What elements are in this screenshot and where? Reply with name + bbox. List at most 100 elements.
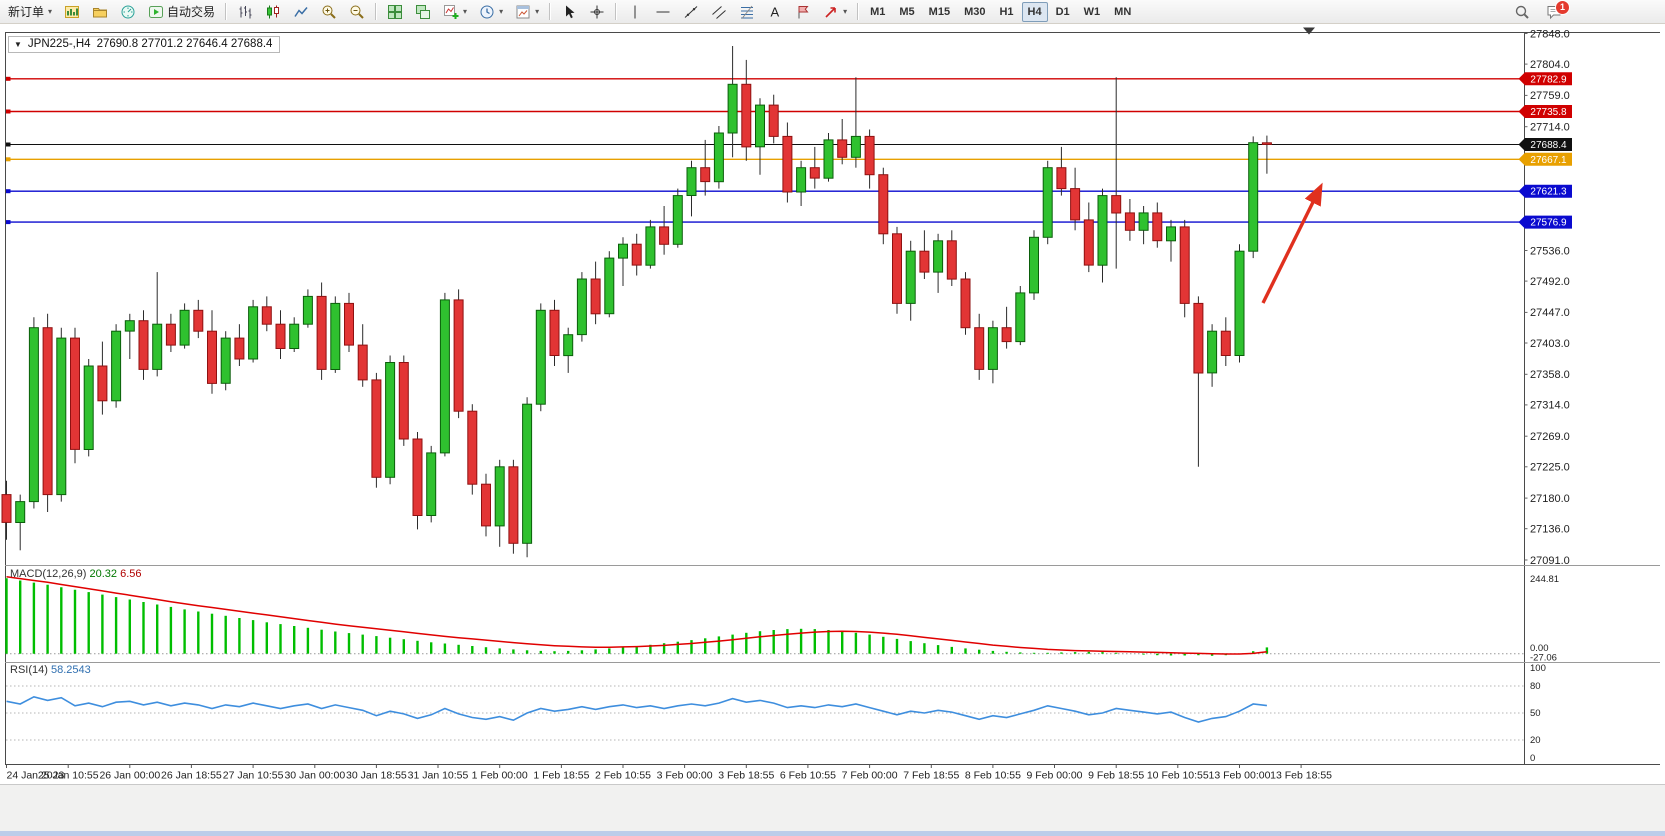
quote-symbol-period: JPN225-,H4 <box>27 38 91 50</box>
svg-text:27735.8: 27735.8 <box>1530 107 1567 118</box>
svg-text:27782.9: 27782.9 <box>1530 74 1567 85</box>
svg-text:10 Feb 10:55: 10 Feb 10:55 <box>1147 770 1209 782</box>
new-order-button-label: 新订单 <box>8 5 45 19</box>
quote-ohlc: 27690.8 27701.2 27646.4 27688.4 <box>96 38 273 50</box>
label-button[interactable] <box>790 2 816 22</box>
svg-text:244.81: 244.81 <box>1530 574 1559 585</box>
arrows-button[interactable]: ▾ <box>818 2 852 22</box>
horizontal-line-icon <box>655 4 671 20</box>
rsi-label: RSI(14) 58.2543 <box>10 664 91 676</box>
zoom-in-button[interactable] <box>316 2 342 22</box>
svg-text:27688.4: 27688.4 <box>1530 140 1567 151</box>
timeframe-d1-button[interactable]: D1 <box>1050 2 1076 22</box>
svg-text:2 Feb 10:55: 2 Feb 10:55 <box>595 770 651 782</box>
vertical-line-button[interactable] <box>622 2 648 22</box>
price-tag-27621.3 <box>1518 184 1572 198</box>
dropdown-caret-icon: ▾ <box>535 7 540 16</box>
fibonacci-button[interactable] <box>734 2 760 22</box>
svg-text:27447.0: 27447.0 <box>1530 307 1570 319</box>
notifications-button[interactable]: 1 <box>1541 0 1570 22</box>
svg-text:24 Jan 2023: 24 Jan 2023 <box>7 770 65 782</box>
price-tag-27667.1 <box>1518 152 1572 166</box>
timeframe-m15-button[interactable]: M15 <box>923 2 956 22</box>
horizontal-line-button[interactable] <box>650 2 676 22</box>
zoom-in-icon <box>321 4 337 20</box>
trendline-icon <box>683 4 699 20</box>
svg-text:3 Feb 18:55: 3 Feb 18:55 <box>718 770 774 782</box>
text-button[interactable]: A <box>762 2 788 22</box>
search-button[interactable] <box>1509 2 1535 22</box>
rsi-panel: 100 80 50 20 0 <box>6 663 1546 764</box>
tile-windows-button[interactable] <box>382 2 408 22</box>
price-tag-27576.9 <box>1518 215 1572 229</box>
line-chart-button[interactable] <box>288 2 314 22</box>
channel-button[interactable] <box>706 2 732 22</box>
timeframe-h4-button[interactable]: H4 <box>1021 1 1048 22</box>
svg-text:3 Feb 00:00: 3 Feb 00:00 <box>657 770 713 782</box>
text-icon: A <box>767 4 783 20</box>
svg-text:1 Feb 00:00: 1 Feb 00:00 <box>472 770 528 782</box>
svg-text:0.00: 0.00 <box>1530 643 1549 654</box>
svg-text:50: 50 <box>1530 708 1541 719</box>
svg-text:27576.9: 27576.9 <box>1530 218 1567 229</box>
quote-panel[interactable]: ▼ JPN225-,H4 27690.8 27701.2 27646.4 276… <box>8 36 281 53</box>
timeframe-w1-button[interactable]: W1 <box>1078 2 1107 22</box>
macd-main-value: 20.32 <box>89 568 118 580</box>
vertical-line-icon <box>627 4 643 20</box>
indicators-button[interactable]: ▾ <box>438 2 472 22</box>
svg-text:30 Jan 18:55: 30 Jan 18:55 <box>346 770 407 782</box>
chart-shift-marker[interactable] <box>1303 27 1315 35</box>
line-chart-icon <box>293 4 309 20</box>
rsi-name: RSI(14) <box>10 664 48 676</box>
autotrading-button[interactable]: 自动交易 <box>143 2 220 22</box>
cursor-icon <box>561 4 577 20</box>
hline-left-marker <box>6 142 11 147</box>
hline-left-marker <box>6 189 11 194</box>
new-order-button[interactable]: 新订单 ▾ <box>3 2 57 22</box>
collapse-arrow-icon: ▼ <box>14 39 22 49</box>
svg-text:1 Feb 18:55: 1 Feb 18:55 <box>533 770 589 782</box>
svg-text:20: 20 <box>1530 735 1541 746</box>
timeframe-mn-button[interactable]: MN <box>1108 2 1137 22</box>
bar-chart-icon <box>237 4 253 20</box>
svg-text:27358.0: 27358.0 <box>1530 369 1570 381</box>
cascade-windows-button[interactable] <box>410 2 436 22</box>
toolbar-separator <box>225 3 228 20</box>
hline-left-marker <box>6 109 11 114</box>
profiles-button[interactable] <box>87 2 113 22</box>
timeframe-m5-button[interactable]: M5 <box>893 2 920 22</box>
svg-text:31 Jan 10:55: 31 Jan 10:55 <box>408 770 469 782</box>
timeframe-m30-button[interactable]: M30 <box>958 2 991 22</box>
rsi-value: 58.2543 <box>50 664 91 676</box>
market-watch-button[interactable] <box>115 2 141 22</box>
trendline-button[interactable] <box>678 2 704 22</box>
svg-text:27667.1: 27667.1 <box>1530 155 1567 166</box>
timeframe-h1-button[interactable]: H1 <box>993 2 1019 22</box>
rsi-line <box>6 695 1267 723</box>
dropdown-caret-icon: ▾ <box>843 7 848 16</box>
new-chart-button[interactable] <box>59 2 85 22</box>
svg-text:7 Feb 00:00: 7 Feb 00:00 <box>842 770 898 782</box>
periods-button[interactable]: ▾ <box>474 2 508 22</box>
svg-text:27091.0: 27091.0 <box>1530 555 1570 567</box>
svg-text:100: 100 <box>1530 663 1546 674</box>
svg-text:25 Jan 10:55: 25 Jan 10:55 <box>38 770 99 782</box>
autotrading-button-label: 自动交易 <box>167 5 216 19</box>
macd-signal-line <box>6 576 1267 655</box>
svg-text:13 Feb 18:55: 13 Feb 18:55 <box>1270 770 1332 782</box>
bar-chart-button[interactable] <box>232 2 258 22</box>
cursor-button[interactable] <box>556 2 582 22</box>
zoom-out-button[interactable] <box>344 2 370 22</box>
profiles-icon <box>92 4 108 20</box>
templates-button[interactable]: ▾ <box>510 2 544 22</box>
templates-icon <box>515 4 531 20</box>
candle-chart-button[interactable] <box>260 2 286 22</box>
crosshair-button[interactable] <box>584 2 610 22</box>
autotrading-icon <box>148 4 164 20</box>
timeframe-m1-button[interactable]: M1 <box>864 2 891 22</box>
fibonacci-icon <box>739 4 755 20</box>
trend-arrow[interactable] <box>1261 182 1323 304</box>
svg-text:30 Jan 00:00: 30 Jan 00:00 <box>284 770 345 782</box>
